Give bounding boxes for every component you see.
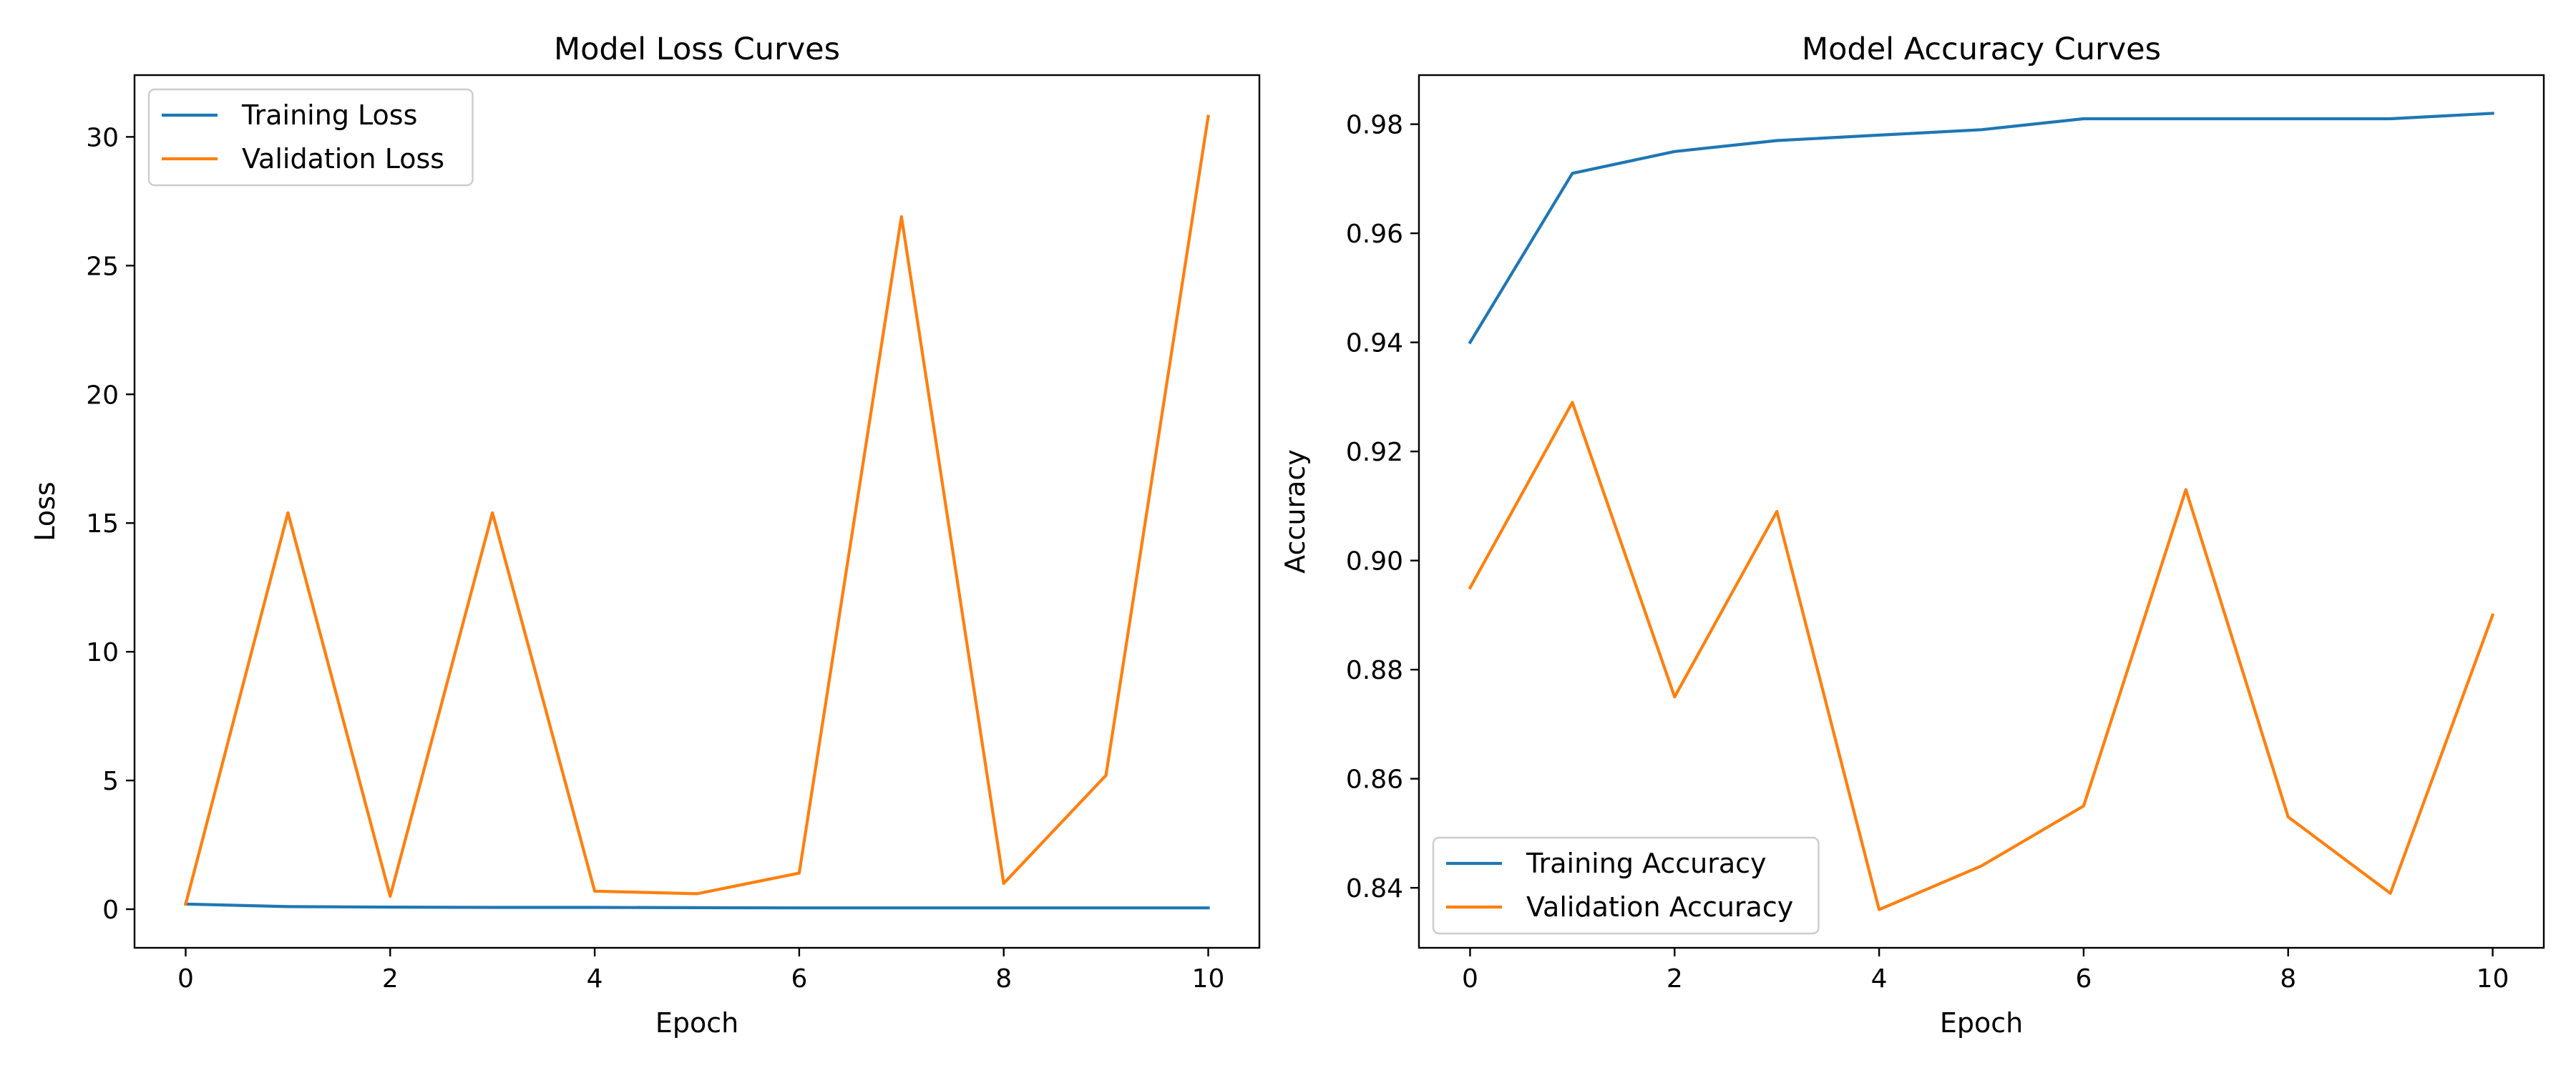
y-tick-label: 0	[102, 896, 119, 925]
plot-frame	[133, 74, 1261, 949]
y-tick-label: 0.96	[1346, 220, 1403, 249]
y-tick-label: 0.92	[1346, 438, 1403, 467]
x-tick-label: 4	[1871, 964, 1888, 994]
series-line-1	[1468, 401, 2495, 911]
legend: Training Loss Validation Loss	[147, 88, 474, 187]
chart-1: Model Accuracy Curves 0 2 4 6 8 10 0.84 0.86 0.88…	[1279, 31, 2545, 1039]
x-tick-label: 2	[1667, 964, 1683, 994]
x-tick-label: 10	[1192, 964, 1225, 994]
x-tick-label: 10	[2477, 964, 2509, 994]
y-tick-label: 5	[102, 767, 119, 796]
y-tick-label: 0.90	[1346, 547, 1403, 577]
legend-box	[147, 88, 474, 187]
legend-label: Training Accuracy	[1526, 848, 1767, 879]
x-tick-label: 0	[177, 964, 194, 994]
y-tick-label: 0.98	[1346, 111, 1403, 140]
x-tick-label: 6	[2075, 964, 2092, 994]
y-axis-label: Loss	[29, 481, 61, 541]
x-tick-label: 8	[995, 964, 1012, 994]
y-axis-label: Accuracy	[1279, 449, 1311, 574]
y-tick-label: 0.88	[1346, 656, 1403, 685]
x-tick-label: 8	[2280, 964, 2296, 994]
legend-box	[1432, 836, 1820, 935]
x-axis-label: Epoch	[1940, 1007, 2023, 1039]
x-tick-label: 6	[791, 964, 807, 994]
legend-label: Training Loss	[241, 99, 417, 131]
x-axis-label: Epoch	[655, 1007, 738, 1039]
y-tick-label: 30	[86, 123, 119, 152]
y-tick-label: 0.94	[1346, 329, 1403, 358]
y-tick-label: 0.84	[1346, 874, 1403, 903]
legend: Training Accuracy Validation Accuracy	[1432, 836, 1820, 935]
legend-label: Validation Accuracy	[1526, 891, 1793, 923]
x-tick-label: 0	[1462, 964, 1478, 994]
y-tick-label: 25	[86, 252, 119, 281]
x-tick-label: 4	[587, 964, 603, 994]
chart-title: Model Accuracy Curves	[1802, 31, 2161, 67]
y-tick-label: 10	[86, 638, 119, 667]
y-tick-label: 0.86	[1346, 765, 1403, 795]
y-tick-label: 20	[86, 381, 119, 410]
chart-title: Model Loss Curves	[554, 31, 840, 67]
x-tick-label: 2	[382, 964, 399, 994]
series-line-0	[1468, 112, 2494, 345]
legend-label: Validation Loss	[242, 143, 444, 175]
plot-frame	[1418, 74, 2545, 949]
series-line-0	[184, 902, 1210, 910]
y-tick-label: 15	[86, 509, 119, 539]
series-line-1	[183, 114, 1210, 906]
chart-0: Model Loss Curves 0 2 4 6 8 10 0 5 10 15 20 25 30 Epoc…	[29, 31, 1261, 1039]
